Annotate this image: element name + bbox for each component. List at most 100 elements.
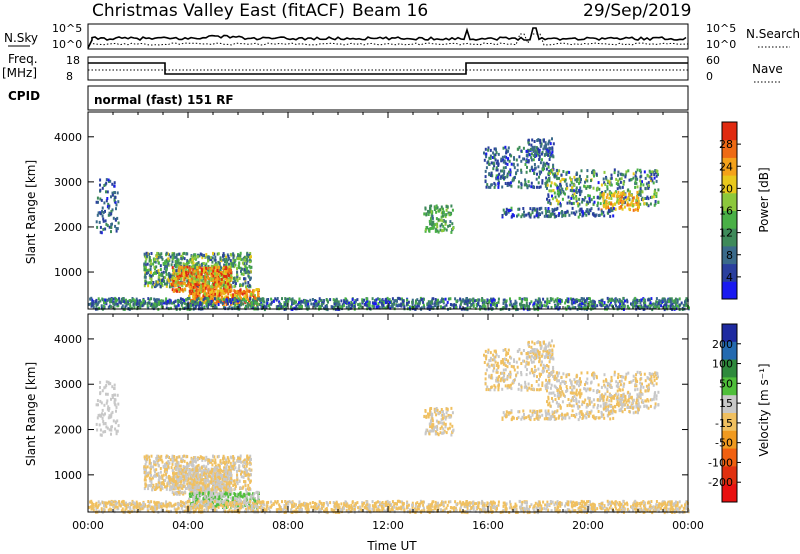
data-point <box>226 289 229 293</box>
data-point <box>490 306 493 310</box>
data-point <box>181 288 184 292</box>
data-point <box>147 473 150 477</box>
data-point <box>402 299 405 303</box>
data-point <box>617 182 619 186</box>
data-point <box>562 213 565 217</box>
data-point <box>191 265 194 269</box>
data-point <box>446 205 449 209</box>
data-point <box>636 168 639 172</box>
data-point <box>592 304 595 308</box>
data-point <box>151 306 154 310</box>
data-point <box>405 303 408 307</box>
data-point <box>116 298 119 302</box>
data-point <box>622 296 625 300</box>
data-point <box>429 217 432 221</box>
data-point <box>489 148 492 152</box>
data-point <box>236 459 239 463</box>
data-point <box>112 297 115 301</box>
data-point <box>621 202 624 206</box>
data-point <box>642 198 645 202</box>
data-point <box>282 305 285 309</box>
data-point <box>599 191 602 195</box>
data-point <box>234 263 237 267</box>
data-point <box>201 269 203 273</box>
data-point <box>516 214 518 218</box>
data-point <box>413 306 416 309</box>
data-point <box>211 463 214 467</box>
data-point <box>235 296 238 300</box>
data-point <box>534 149 537 153</box>
data-point <box>568 170 571 174</box>
data-point <box>527 141 530 145</box>
data-point <box>357 303 360 307</box>
data-point <box>481 297 484 300</box>
data-point <box>115 203 118 207</box>
data-point <box>171 276 174 280</box>
data-point <box>237 467 240 471</box>
data-point <box>505 306 508 310</box>
data-point <box>267 298 270 301</box>
data-point <box>227 460 230 464</box>
data-point <box>248 487 251 490</box>
data-point <box>563 179 566 183</box>
data-point <box>212 251 214 255</box>
data-point <box>307 302 310 306</box>
data-point <box>198 266 201 270</box>
data-point <box>134 299 137 303</box>
data-point <box>155 255 158 259</box>
data-point <box>247 472 250 476</box>
data-point <box>374 302 376 305</box>
data-point <box>488 156 491 160</box>
data-point <box>538 154 541 158</box>
data-point <box>618 206 621 209</box>
data-point <box>175 471 178 475</box>
data-point <box>239 288 242 292</box>
data-point <box>519 302 522 306</box>
data-point <box>225 255 228 259</box>
data-point <box>445 208 448 212</box>
data-point <box>549 202 552 205</box>
data-point <box>525 301 528 305</box>
data-point <box>165 270 167 274</box>
data-point <box>249 462 252 466</box>
data-point <box>182 458 185 462</box>
data-point <box>176 304 179 308</box>
data-point <box>631 198 634 202</box>
data-point <box>545 153 548 156</box>
data-point <box>285 299 288 303</box>
data-point <box>635 203 638 207</box>
data-point <box>150 482 153 485</box>
data-point <box>587 212 590 216</box>
data-point <box>210 277 213 281</box>
data-point <box>518 180 520 184</box>
data-point <box>189 291 191 295</box>
data-point <box>615 177 618 181</box>
data-point <box>572 189 575 193</box>
data-point <box>509 173 512 177</box>
data-point <box>214 292 217 296</box>
data-point <box>120 306 123 310</box>
data-point <box>183 274 186 278</box>
data-point <box>217 463 220 467</box>
data-point <box>202 464 205 468</box>
data-point <box>202 254 204 258</box>
data-point <box>628 207 631 211</box>
data-point <box>103 201 106 205</box>
data-point <box>575 210 578 214</box>
data-point <box>98 306 101 310</box>
data-point <box>617 190 620 194</box>
data-point <box>249 260 252 264</box>
data-point <box>135 297 138 301</box>
data-point <box>578 197 581 201</box>
data-point <box>622 302 625 306</box>
data-point <box>214 464 217 468</box>
data-point <box>194 466 197 470</box>
data-point <box>146 457 148 461</box>
data-point <box>518 145 521 149</box>
data-point <box>546 302 549 306</box>
data-point <box>601 190 604 194</box>
data-point <box>178 265 180 268</box>
data-point <box>586 208 589 212</box>
data-point <box>634 185 637 189</box>
data-point <box>403 304 406 308</box>
